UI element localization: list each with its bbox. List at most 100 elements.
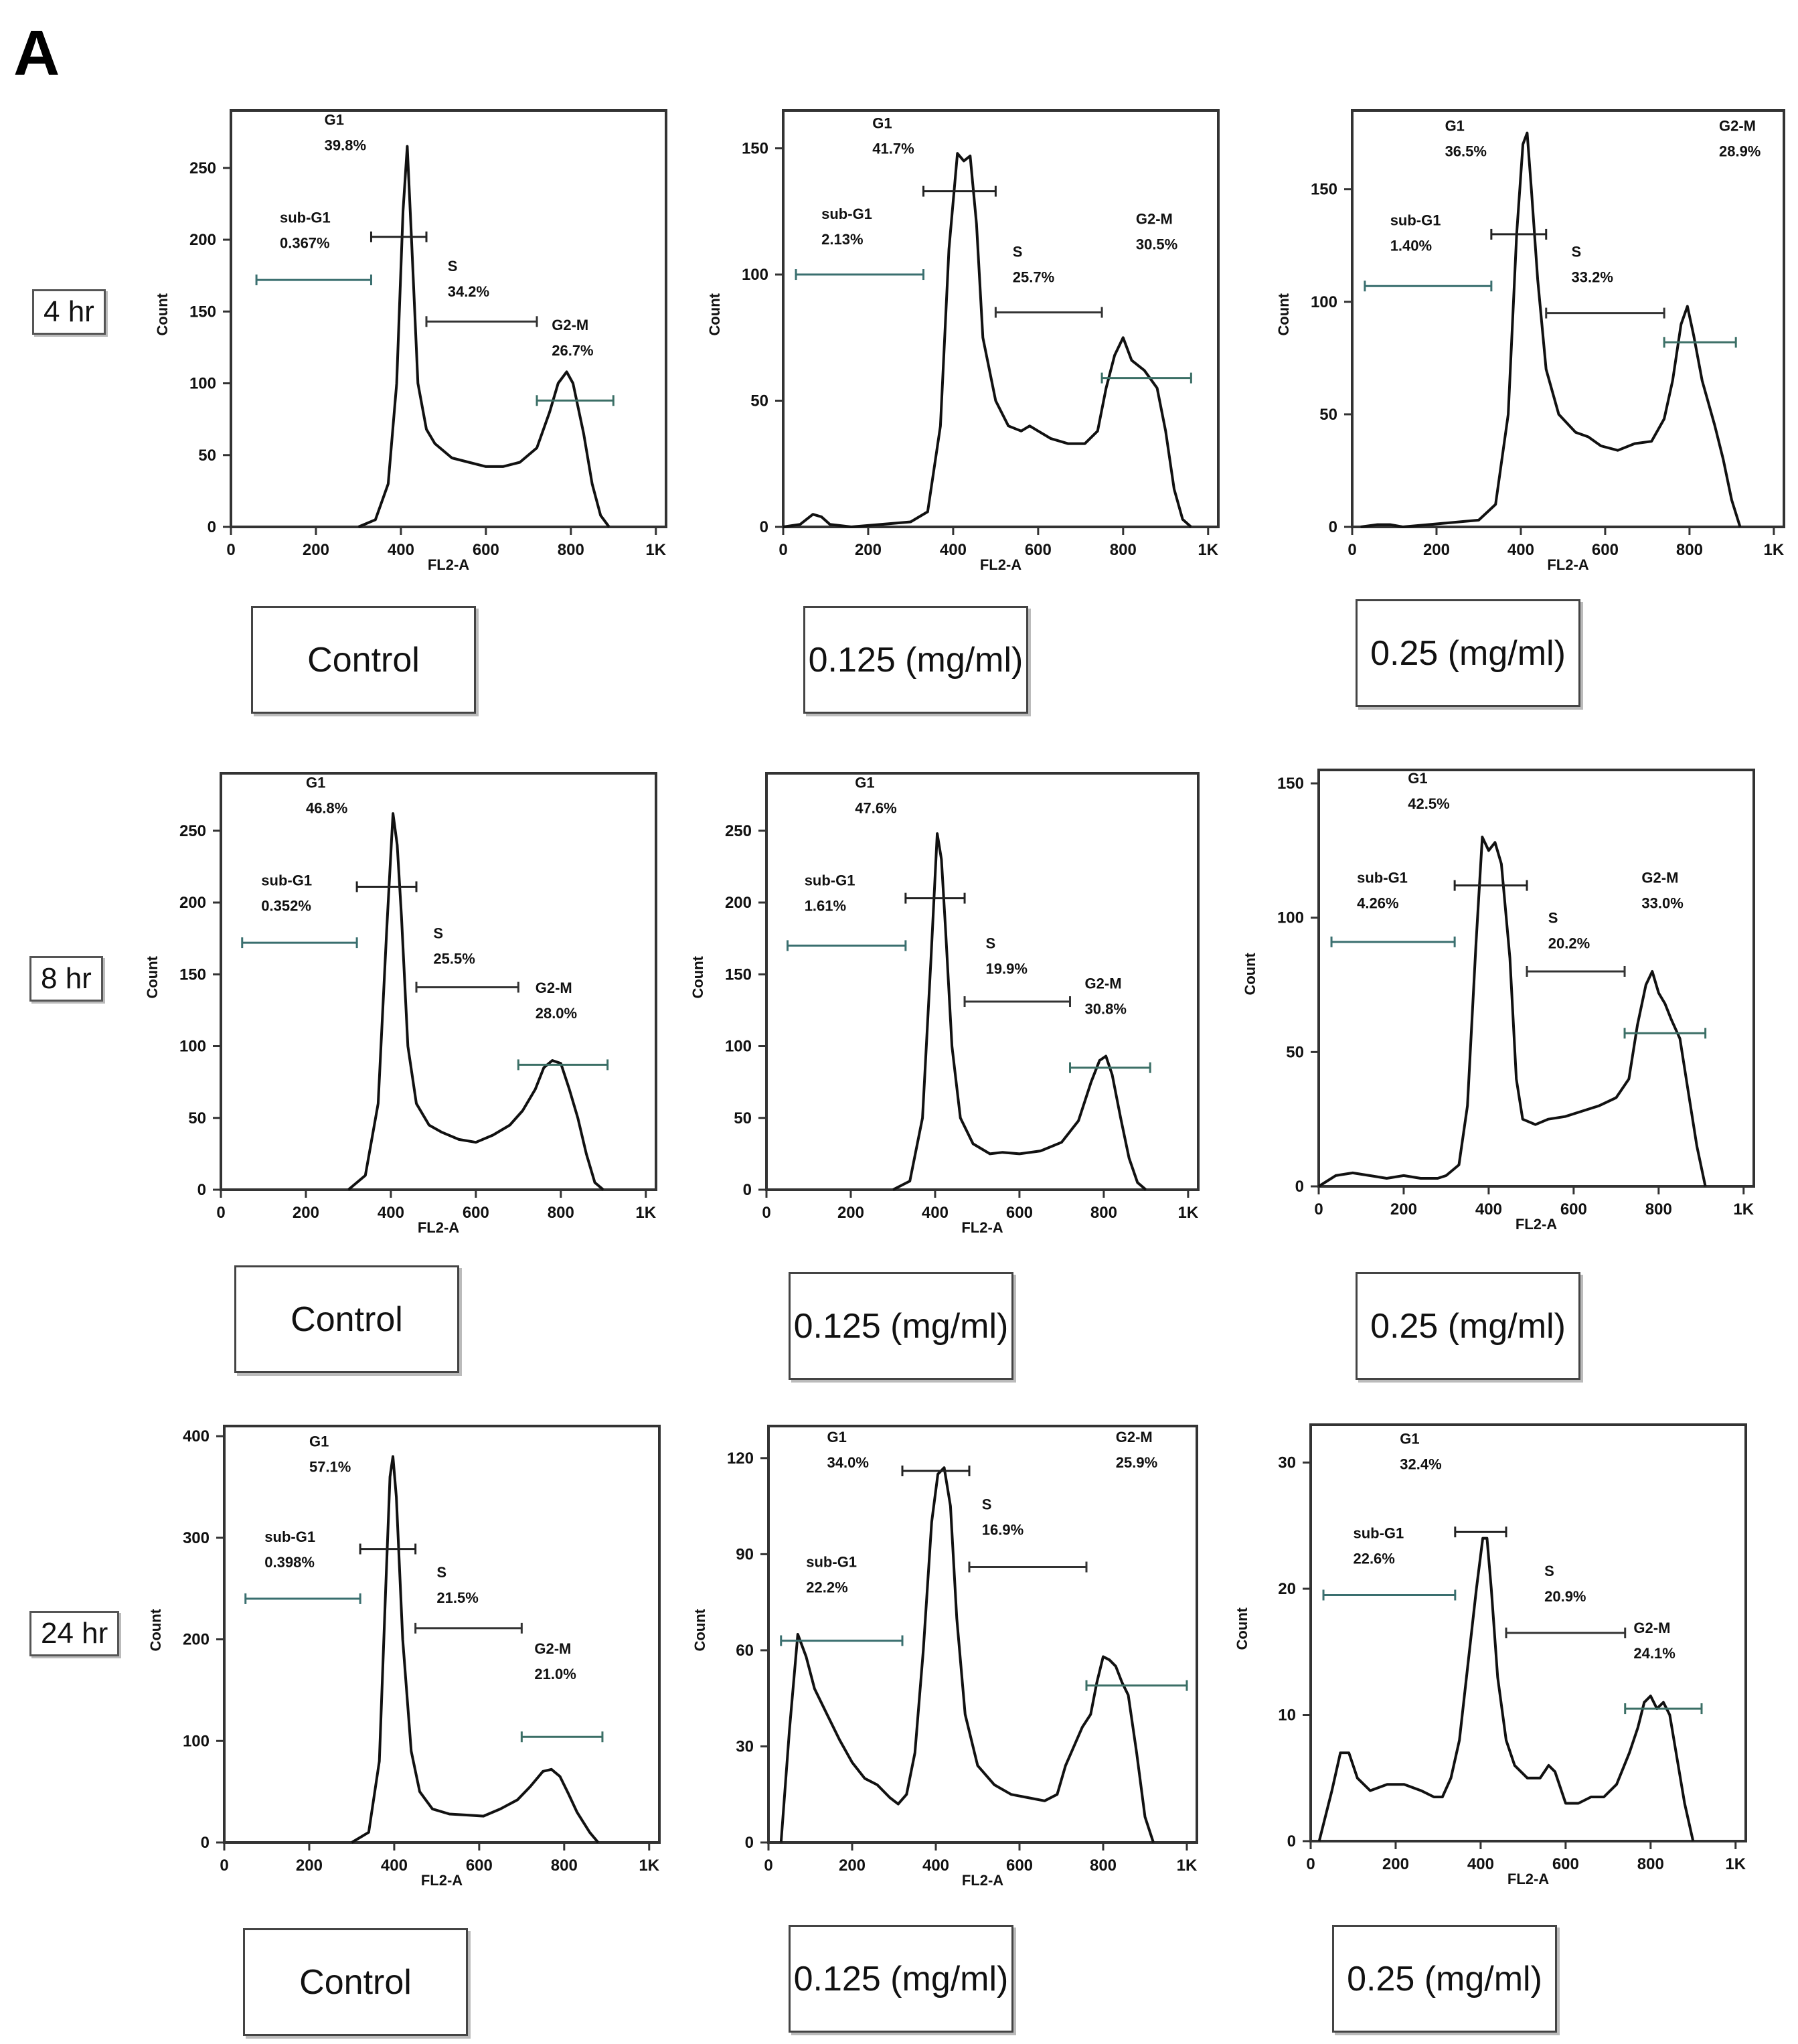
hist-4-hr-0-25-mg-ml-frame [1351,109,1785,528]
hist-24-hr-0-25-mg-ml-xtick-label: 800 [1637,1855,1664,1873]
hist-24-hr-0-25-mg-ml-ylabel: Count [1234,1607,1250,1650]
hist-8-hr-control-gate-s [415,981,519,993]
hist-8-hr-0-125-mg-ml-xtick-label: 800 [1090,1204,1117,1222]
hist-4-hr-control-gate-g1 [370,231,428,242]
hist-4-hr-0-125-mg-ml-label-sub-g1: sub-G1 [821,206,872,222]
hist-4-hr-0-125-mg-ml-xtick-label: 1K [1198,541,1218,559]
hist-24-hr-0-125-mg-ml-label-g2-m: G2-M [1116,1429,1153,1445]
hist-4-hr-0-25-mg-ml-ytick-label: 50 [1319,406,1337,424]
hist-4-hr-0-25-mg-ml-label-g1: G1 [1445,117,1465,134]
hist-24-hr-control-xtick-label: 0 [220,1857,228,1875]
hist-8-hr-0-25-mg-ml: 0 50 100 150 0 200 400 600 800 1K FL2-A Count G1 42.5… [1242,769,1755,1233]
hist-24-hr-0-25-mg-ml-gate-g1 [1454,1526,1507,1538]
hist-24-hr-0-125-mg-ml-curve [779,1466,1155,1843]
hist-24-hr-0-25-mg-ml-label-g1: G1 [1400,1430,1419,1447]
hist-8-hr-control-gate-g1 [355,881,418,892]
hist-8-hr-control-value-g2-m: 28.0% [536,1005,577,1022]
hist-24-hr-0-25-mg-ml-xtick-label: 200 [1382,1855,1409,1873]
hist-24-hr-control-xtick-label: 600 [466,1857,493,1875]
hist-8-hr-0-25-mg-ml-ytick-label: 50 [1286,1043,1304,1061]
hist-8-hr-control-label-s: S [433,925,443,942]
hist-8-hr-0-25-mg-ml-xtick-label: 0 [1314,1200,1323,1218]
hist-24-hr-control-label-sub-g1: sub-G1 [264,1528,315,1545]
hist-4-hr-0-125-mg-ml-xtick-label: 200 [855,541,882,559]
hist-4-hr-0-25-mg-ml-value-sub-g1: 1.40% [1390,237,1432,254]
hist-8-hr-0-25-mg-ml-gate-g2-m [1623,1028,1707,1039]
hist-8-hr-0-125-mg-ml-ytick-label: 0 [743,1181,752,1199]
hist-8-hr-0-125-mg-ml-xtick-label: 200 [837,1204,864,1222]
hist-8-hr-0-25-mg-ml-gate-s [1526,965,1626,977]
hist-8-hr-control-curve [347,812,604,1191]
hist-24-hr-0-125-mg-ml-value-g1: 34.0% [827,1454,869,1471]
hist-8-hr-0-25-mg-ml-ylabel: Count [1242,952,1258,995]
hist-8-hr-0-25-mg-ml-xtick-label: 1K [1733,1200,1754,1218]
hist-24-hr-control-ytick-label: 400 [183,1427,210,1445]
hist-8-hr-control-value-s: 25.5% [433,951,475,967]
hist-24-hr-0-125-mg-ml-ytick-label: 30 [736,1737,754,1755]
hist-4-hr-0-125-mg-ml-ytick-label: 50 [750,392,768,410]
hist-4-hr-0-25-mg-ml-xtick-label: 800 [1676,541,1703,559]
hist-8-hr-control-xtick-label: 600 [463,1204,489,1222]
hist-4-hr-control-ytick-label: 50 [198,447,216,465]
hist-4-hr-0-25-mg-ml-value-g2-m: 28.9% [1719,143,1761,159]
hist-4-hr-0-125-mg-ml-ylabel: Count [706,293,723,335]
hist-4-hr-0-125-mg-ml-gate-sub-g1 [795,269,924,281]
hist-8-hr-0-25-mg-ml-frame [1317,769,1755,1188]
hist-4-hr-0-125-mg-ml-xtick-label: 400 [940,541,967,559]
hist-4-hr-0-125-mg-ml-label-g1: G1 [872,114,892,131]
hist-8-hr-0-125-mg-ml-xtick-label: 0 [762,1204,770,1222]
hist-24-hr-0-25-mg-ml-xtick-label: 1K [1725,1855,1746,1873]
hist-24-hr-0-25-mg-ml-xlabel: FL2-A [1507,1871,1549,1887]
hist-4-hr-control-ytick-label: 100 [189,375,216,393]
hist-4-hr-0-25-mg-ml-label-s: S [1572,244,1582,260]
hist-8-hr-0-125-mg-ml-xtick-label: 1K [1178,1204,1199,1222]
hist-24-hr-control-xtick-label: 1K [639,1857,659,1875]
hist-8-hr-0-25-mg-ml-xtick-label: 800 [1645,1200,1672,1218]
hist-8-hr-control-xtick-label: 0 [216,1204,225,1222]
hist-24-hr-0-25-mg-ml-label-s: S [1544,1563,1554,1579]
hist-8-hr-0-25-mg-ml-xtick-label: 200 [1390,1200,1417,1218]
hist-24-hr-0-25-mg-ml-frame [1309,1423,1747,1842]
hist-8-hr-0-125-mg-ml-label-s: S [986,935,996,952]
hist-24-hr-0-125-mg-ml-xtick-label: 400 [922,1857,949,1875]
hist-4-hr-control-value-g1: 39.8% [325,137,366,153]
hist-24-hr-0-25-mg-ml-xtick-label: 400 [1467,1855,1494,1873]
hist-24-hr-0-25-mg-ml: 0 10 20 30 0 200 400 600 800 1K FL2-A Count G1 32.4% s… [1234,1423,1747,1887]
row-label-8hr: 8 hr [29,956,103,1002]
hist-4-hr-0-125-mg-ml: 0 50 100 150 0 200 400 600 800 1K FL2-A Count G1 41.7… [706,109,1220,573]
hist-24-hr-0-125-mg-ml-gate-g2-m [1085,1680,1188,1691]
hist-8-hr-0-125-mg-ml-label-sub-g1: sub-G1 [805,872,855,888]
hist-24-hr-0-25-mg-ml-gate-sub-g1 [1322,1589,1457,1601]
hist-8-hr-0-125-mg-ml-label-g2-m: G2-M [1085,975,1122,992]
hist-8-hr-0-25-mg-ml-ytick-label: 100 [1277,909,1304,927]
hist-24-hr-0-125-mg-ml-label-s: S [982,1496,992,1512]
hist-4-hr-0-25-mg-ml-xtick-label: 0 [1347,541,1356,559]
hist-4-hr-control-xtick-label: 0 [226,541,235,559]
hist-24-hr-0-125-mg-ml-ytick-label: 90 [736,1545,754,1563]
hist-4-hr-0-125-mg-ml-curve [783,152,1192,528]
hist-8-hr-0-25-mg-ml-curve [1317,836,1707,1188]
hist-8-hr-control-xtick-label: 400 [378,1204,404,1222]
condition-label-24hr-025: 0.25 (mg/ml) [1332,1925,1557,2033]
hist-8-hr-control-xtick-label: 200 [293,1204,319,1222]
hist-8-hr-control-xtick-label: 1K [635,1204,656,1222]
hist-4-hr-control-xtick-label: 1K [645,541,666,559]
hist-24-hr-0-125-mg-ml-xtick-label: 800 [1090,1857,1117,1875]
hist-24-hr-control-ylabel: Count [147,1608,164,1651]
hist-8-hr-0-25-mg-ml-gate-g1 [1453,880,1528,891]
hist-4-hr-0-25-mg-ml-ytick-label: 150 [1311,181,1337,199]
hist-8-hr-control-gate-g2-m [517,1059,609,1071]
hist-8-hr-control-ylabel: Count [144,955,161,998]
hist-8-hr-0-125-mg-ml-gate-g2-m [1069,1062,1151,1073]
hist-24-hr-0-25-mg-ml-ytick-label: 20 [1278,1580,1296,1598]
hist-4-hr-0-25-mg-ml-gate-sub-g1 [1364,281,1493,292]
hist-4-hr-control-ylabel: Count [154,293,171,335]
hist-24-hr-control-label-g2-m: G2-M [534,1640,571,1657]
hist-8-hr-0-25-mg-ml-ytick-label: 0 [1295,1178,1304,1196]
row-label-4hr: 4 hr [32,289,106,335]
hist-8-hr-0-125-mg-ml-xlabel: FL2-A [961,1219,1003,1236]
hist-4-hr-control-frame [230,109,667,528]
hist-4-hr-0-125-mg-ml-gate-s [994,307,1103,318]
hist-24-hr-control-ytick-label: 300 [183,1529,210,1547]
